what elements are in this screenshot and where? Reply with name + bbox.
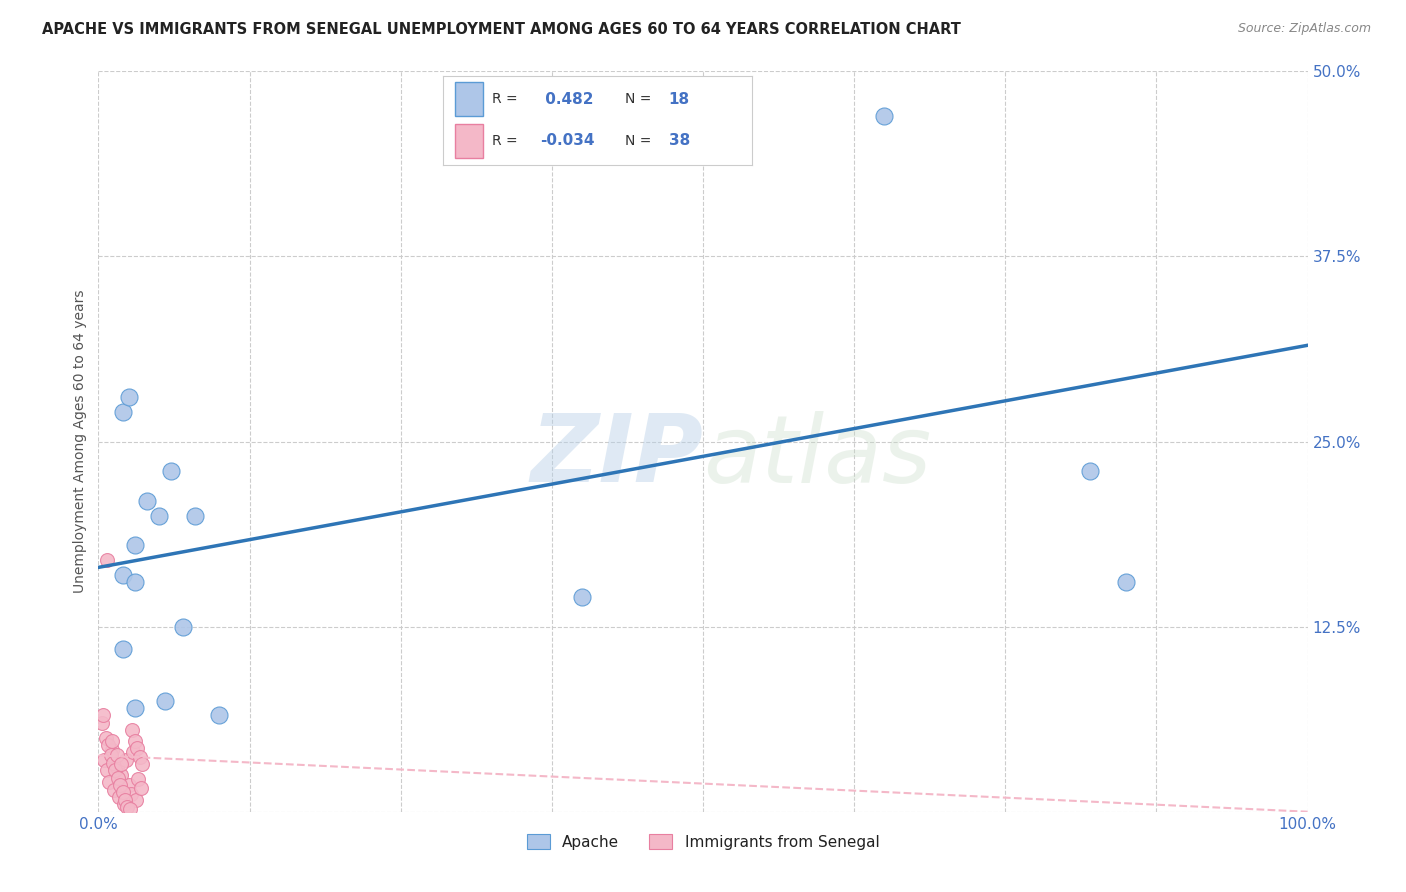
Point — [127, 741, 149, 756]
Point — [108, 789, 131, 804]
FancyBboxPatch shape — [456, 82, 484, 116]
Point — [111, 567, 134, 582]
Point — [571, 590, 593, 604]
Point — [124, 701, 146, 715]
Text: Source: ZipAtlas.com: Source: ZipAtlas.com — [1237, 22, 1371, 36]
Text: atlas: atlas — [703, 411, 931, 502]
Point — [184, 508, 207, 523]
Point — [129, 780, 152, 795]
Point — [114, 793, 136, 807]
Point — [111, 785, 134, 799]
Point — [91, 708, 114, 723]
Point — [110, 767, 132, 781]
Point — [124, 575, 146, 590]
Point — [120, 787, 142, 801]
Point — [100, 733, 122, 747]
Point — [118, 390, 141, 404]
Point — [108, 778, 131, 792]
Text: 38: 38 — [669, 134, 690, 148]
Point — [97, 738, 120, 752]
Point — [111, 641, 134, 656]
Point — [98, 775, 121, 789]
Point — [94, 731, 117, 745]
Legend: Apache, Immigrants from Senegal: Apache, Immigrants from Senegal — [520, 828, 886, 856]
Text: N =: N = — [626, 134, 652, 148]
Point — [208, 708, 231, 723]
Point — [112, 797, 135, 812]
Point — [118, 802, 141, 816]
Text: 0.482: 0.482 — [540, 92, 593, 106]
Point — [96, 553, 118, 567]
Text: APACHE VS IMMIGRANTS FROM SENEGAL UNEMPLOYMENT AMONG AGES 60 TO 64 YEARS CORRELA: APACHE VS IMMIGRANTS FROM SENEGAL UNEMPL… — [42, 22, 962, 37]
Y-axis label: Unemployment Among Ages 60 to 64 years: Unemployment Among Ages 60 to 64 years — [73, 290, 87, 593]
Point — [135, 493, 157, 508]
Point — [104, 764, 127, 778]
Point — [172, 619, 194, 633]
Point — [160, 464, 183, 478]
Point — [110, 757, 132, 772]
Text: R =: R = — [492, 92, 517, 106]
Point — [105, 760, 128, 774]
Point — [148, 508, 170, 523]
Point — [121, 723, 143, 738]
Point — [117, 800, 139, 814]
Point — [153, 694, 176, 708]
Point — [128, 750, 150, 764]
Point — [1115, 575, 1137, 590]
Point — [101, 756, 124, 770]
Point — [118, 778, 141, 792]
Point — [115, 753, 138, 767]
Text: -0.034: -0.034 — [540, 134, 595, 148]
Point — [111, 405, 134, 419]
Point — [107, 771, 129, 785]
Point — [96, 764, 118, 778]
Text: ZIP: ZIP — [530, 410, 703, 502]
Point — [131, 757, 153, 772]
Point — [91, 715, 114, 730]
Point — [125, 793, 148, 807]
Point — [100, 742, 122, 756]
Point — [127, 772, 149, 786]
Text: N =: N = — [626, 92, 652, 106]
Point — [93, 753, 115, 767]
Text: R =: R = — [492, 134, 517, 148]
Point — [124, 733, 146, 747]
Point — [100, 748, 122, 763]
Point — [103, 782, 125, 797]
Point — [1078, 464, 1101, 478]
Point — [122, 746, 145, 760]
FancyBboxPatch shape — [456, 124, 484, 158]
Text: 18: 18 — [669, 92, 690, 106]
Point — [124, 538, 146, 552]
Point — [873, 109, 896, 123]
Point — [105, 748, 128, 763]
